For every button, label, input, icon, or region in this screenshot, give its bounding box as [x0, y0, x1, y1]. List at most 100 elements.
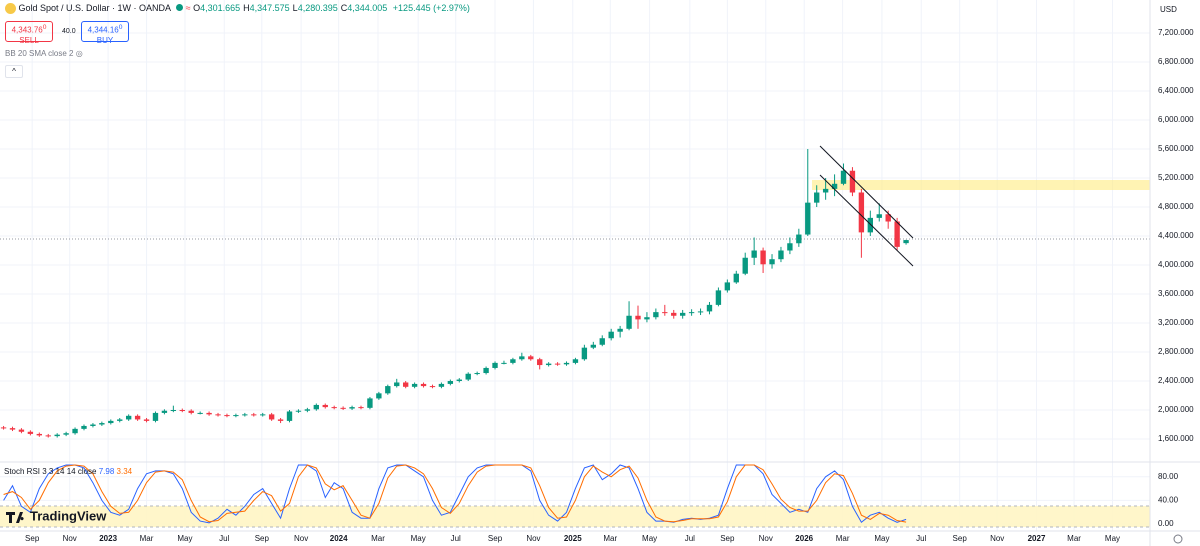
x-tick-label: Sep: [720, 534, 735, 543]
candle-body: [447, 381, 454, 384]
candle-body: [760, 250, 766, 265]
candle-body: [358, 407, 364, 409]
candle-body: [224, 415, 230, 417]
candle-body: [376, 393, 382, 399]
x-tick-label: Jul: [916, 534, 926, 543]
candle-body: [751, 250, 757, 258]
candle-body: [260, 414, 266, 416]
candle-body: [581, 347, 588, 360]
candle-body: [125, 415, 132, 420]
k-value: 7.98: [98, 467, 115, 476]
candle-body: [54, 434, 60, 437]
candle-body: [242, 414, 248, 416]
x-tick-label: May: [1105, 534, 1120, 543]
stoch-label[interactable]: Stoch RSI 3 3 14 14 close: [4, 467, 97, 476]
candle-body: [501, 362, 507, 364]
candle-body: [572, 359, 579, 363]
candle-body: [876, 214, 882, 218]
candle-body: [45, 435, 51, 437]
y-tick-label: 4,000.000: [1158, 260, 1194, 269]
candle-body: [554, 363, 561, 365]
y-tick-label: 2,400.000: [1158, 376, 1194, 385]
currency[interactable]: USD: [1160, 5, 1177, 14]
buy-button[interactable]: 4,344.160 BUY: [81, 21, 129, 45]
spread: 40.0: [62, 28, 76, 35]
x-tick-label: Mar: [140, 534, 154, 543]
x-tick-label: May: [874, 534, 889, 543]
candle-body: [590, 344, 596, 348]
candle-body: [617, 328, 623, 332]
change: +125.445 (+2.97%): [392, 3, 470, 13]
y-tick-label: 3,600.000: [1158, 289, 1194, 298]
collapse-button[interactable]: ^: [5, 65, 23, 78]
candle-body: [858, 192, 865, 233]
candle-body: [814, 192, 820, 203]
candle-body: [867, 217, 873, 233]
x-tick-label: Sep: [488, 534, 503, 543]
x-tick-label: Nov: [526, 534, 540, 543]
candle-body: [822, 188, 829, 193]
candle-body: [394, 382, 400, 387]
candle-body: [152, 412, 159, 421]
candle-body: [134, 415, 141, 420]
ohlc-label: C: [340, 3, 348, 13]
stoch-line: [3, 464, 907, 523]
candle-body: [438, 383, 445, 387]
eye-icon[interactable]: ◎: [75, 49, 83, 58]
candle-body: [72, 428, 78, 434]
candle-body: [18, 429, 25, 432]
candle-body: [188, 410, 194, 413]
candle-body: [671, 312, 677, 316]
x-tick-label: Mar: [836, 534, 850, 543]
marks: [0, 148, 909, 524]
candle-body: [117, 419, 123, 421]
candle-body: [787, 243, 793, 251]
candle-body: [831, 183, 838, 189]
x-tick-label: May: [642, 534, 657, 543]
candle-body: [715, 290, 722, 305]
sell-pip: 0: [42, 24, 47, 31]
channel-line: [819, 145, 914, 239]
x-tick-label: May: [411, 534, 426, 543]
y-tick-label: 3,200.000: [1158, 318, 1194, 327]
candle-body: [742, 257, 748, 274]
stoch-band: [0, 506, 1150, 527]
buy-label: BUY: [96, 35, 114, 45]
x-tick-label: Sep: [25, 534, 40, 543]
candle-body: [805, 202, 811, 235]
candle-body: [0, 427, 7, 429]
candle-body: [510, 359, 516, 363]
candle-body: [456, 379, 462, 382]
x-tick-label: Nov: [990, 534, 1004, 543]
candle-body: [528, 356, 534, 360]
ohlc-value: 4,280.395: [297, 3, 338, 13]
candle-body: [688, 312, 695, 314]
candle-body: [215, 414, 221, 416]
ohlc-label: O: [193, 3, 201, 13]
candle-body: [894, 221, 900, 247]
candle-body: [385, 386, 391, 394]
y-tick-label: 4,400.000: [1158, 231, 1194, 240]
buy-price: 4,344.16: [87, 25, 119, 35]
y-tick-label: 80.00: [1158, 472, 1179, 481]
candle-body: [545, 363, 552, 366]
symbol[interactable]: Gold Spot / U.S. Dollar · 1W · OANDA: [18, 3, 171, 13]
candle-body: [143, 419, 150, 421]
x-tick-label: Sep: [953, 534, 968, 543]
candle-body: [197, 412, 203, 414]
candle-body: [724, 282, 731, 291]
candle-body: [161, 410, 168, 413]
candle-body: [697, 311, 704, 313]
sell-price: 4,343.76: [11, 25, 43, 35]
x-tick-label: Jul: [451, 534, 461, 543]
x-tick-label: Nov: [63, 534, 77, 543]
x-tick-label: Mar: [1067, 534, 1081, 543]
candle-body: [706, 304, 713, 312]
indicator[interactable]: BB 20 SMA close 2: [5, 49, 74, 58]
x-tick-label: Jul: [219, 534, 229, 543]
candle-body: [644, 317, 650, 320]
sell-button[interactable]: 4,343.760 SELL: [5, 21, 53, 45]
y-tick-label: 7,200.000: [1158, 28, 1194, 37]
settings-icon[interactable]: [1173, 534, 1183, 544]
candle-body: [402, 382, 409, 387]
